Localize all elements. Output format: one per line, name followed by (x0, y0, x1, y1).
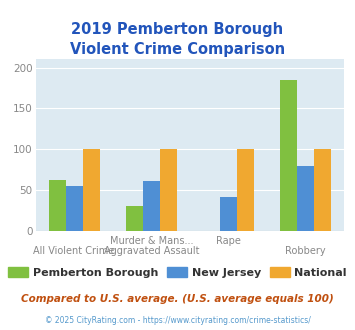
Bar (160, 149, 177, 231)
Bar (280, 80, 297, 231)
Text: 2019 Pemberton Borough
Violent Crime Comparison: 2019 Pemberton Borough Violent Crime Com… (70, 22, 285, 57)
Bar (237, 149, 254, 231)
Bar (66, 186, 83, 231)
Bar (314, 149, 331, 231)
Text: Robbery: Robbery (285, 246, 326, 256)
Bar (83, 149, 100, 231)
Text: © 2025 CityRating.com - https://www.cityrating.com/crime-statistics/: © 2025 CityRating.com - https://www.city… (45, 315, 310, 325)
Bar (220, 197, 237, 231)
Text: Rape: Rape (216, 236, 241, 246)
Bar (143, 181, 160, 231)
Legend: Pemberton Borough, New Jersey, National: Pemberton Borough, New Jersey, National (4, 263, 351, 282)
Text: All Violent Crime: All Violent Crime (33, 246, 115, 256)
Text: Murder & Mans...: Murder & Mans... (110, 236, 193, 246)
Text: Aggravated Assault: Aggravated Assault (104, 246, 199, 256)
Text: Compared to U.S. average. (U.S. average equals 100): Compared to U.S. average. (U.S. average … (21, 294, 334, 304)
Bar (126, 206, 143, 231)
Bar (49, 180, 66, 231)
Bar (297, 166, 314, 231)
